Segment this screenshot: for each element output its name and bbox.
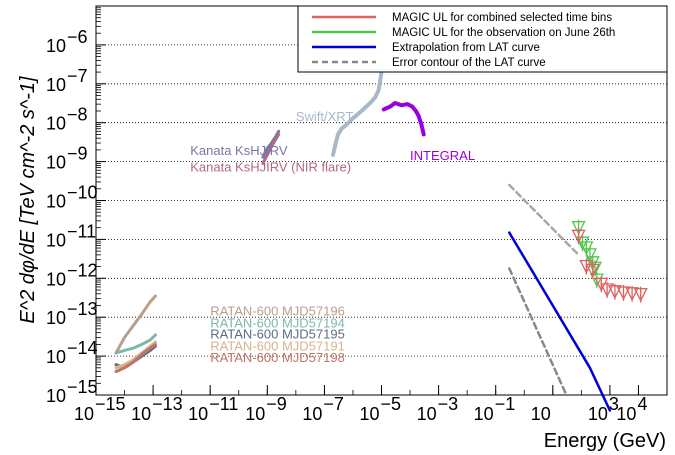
x-tick-exponent: −7 [323,394,344,414]
series-annotation: Kanata KsHJIRV (NIR flare) [190,160,351,175]
y-tick-exponent: −10 [67,183,98,203]
y-tick-label: 10 [46,153,66,173]
y-tick-label: 10 [46,192,66,212]
y-tick-exponent: −14 [67,338,98,358]
x-tick-exponent: 4 [637,394,647,414]
x-tick-label: 10 [474,404,494,424]
x-tick-exponent: −1 [495,394,516,414]
x-tick-label: 10 [616,404,636,424]
y-tick-label: 10 [46,386,66,406]
x-tick-label: 10 [531,404,551,424]
legend: MAGIC UL for combined selected time bins… [298,6,667,72]
legend-label: MAGIC UL for combined selected time bins [392,12,612,24]
y-tick-label: 10 [46,75,66,95]
y-tick-label: 10 [46,269,66,289]
y-tick-exponent: −9 [67,144,88,164]
y-tick-exponent: −8 [67,105,88,125]
x-tick-exponent: −5 [381,394,402,414]
x-tick-label: 10 [588,404,608,424]
x-tick-exponent: −15 [95,394,126,414]
x-tick-exponent: −3 [438,394,459,414]
legend-label: Extrapolation from LAT curve [392,42,540,54]
x-tick-label: 10 [188,404,208,424]
y-tick-exponent: −13 [67,299,98,319]
x-tick-label: 10 [131,404,151,424]
x-tick-label: 10 [359,404,379,424]
y-tick-label: 10 [46,347,66,367]
y-tick-exponent: −6 [67,27,88,47]
series-annotation: INTEGRAL [410,148,475,163]
y-tick-label: 10 [46,36,66,56]
y-tick-label: 10 [46,230,66,250]
y-tick-exponent: −7 [67,66,88,86]
x-axis-title: Energy (GeV) [544,430,666,452]
x-tick-label: 10 [245,404,265,424]
x-tick-label: 10 [74,404,94,424]
y-axis-title: E^2 dφ/dE [TeV cm^-2 s^-1] [17,76,39,324]
y-tick-exponent: −11 [67,221,96,241]
y-tick-exponent: −12 [67,260,98,280]
series-annotation: RATAN-600 MJD57198 [210,350,345,365]
y-tick-label: 10 [46,308,66,328]
y-tick-exponent: −15 [67,377,98,397]
legend-label: Error contour of the LAT curve [392,57,546,69]
x-tick-exponent: −9 [266,394,287,414]
x-tick-label: 10 [417,404,437,424]
x-tick-exponent: −11 [209,394,238,414]
x-tick-label: 10 [302,404,322,424]
legend-label: MAGIC UL for the observation on June 26t… [392,27,615,39]
y-tick-label: 10 [46,114,66,134]
series-annotation: Swift/XRT [296,109,354,124]
series-annotation: Kanata KsHJIRV [190,143,288,158]
svg-text:E^2 dφ/dE [TeV cm^-2 s^-1]: E^2 dφ/dE [TeV cm^-2 s^-1] [17,76,39,324]
x-tick-exponent: −13 [152,394,183,414]
